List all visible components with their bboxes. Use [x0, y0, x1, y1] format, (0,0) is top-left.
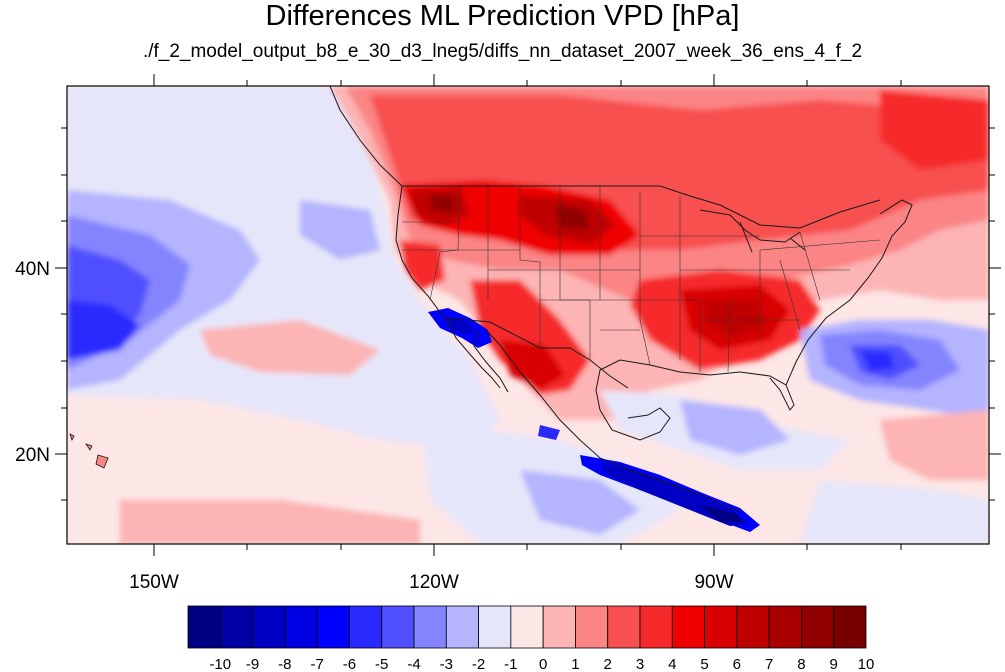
colorbar-label: -5	[375, 656, 388, 672]
colorbar-swatch	[575, 605, 609, 649]
us-east-coast	[785, 199, 913, 386]
colorbar: -10 -9 -8 -7 -6 -5 -4 -3 -2 -1 0 1 2 3 4 5 6 7 8 9 10	[187, 605, 875, 672]
lon-tick-label: 120W	[409, 572, 459, 593]
colorbar-swatch	[252, 605, 286, 649]
colorbar-label: -9	[246, 656, 259, 672]
colorbar-swatch	[381, 605, 415, 649]
colorbar-label: 7	[765, 656, 773, 672]
lon-tick-label: 90W	[694, 572, 733, 593]
colorbar-swatch	[736, 605, 770, 649]
colorbar-swatch	[768, 605, 802, 649]
us-canada-border	[402, 185, 881, 229]
colorbar-swatch	[349, 605, 383, 649]
lat-tick-label: 40N	[15, 259, 50, 280]
map-subtitle: ./f_2_model_output_b8_e_30_d3_lneg5/diff…	[142, 41, 863, 62]
colorbar-label: 6	[733, 656, 741, 672]
colorbar-swatch	[445, 605, 479, 649]
colorbar-swatch	[542, 605, 576, 649]
coastal-cool-streaks	[428, 308, 760, 532]
plot-frame	[66, 85, 990, 545]
axis-ticks	[55, 74, 1001, 556]
colorbar-swatch	[478, 605, 512, 649]
state-boundaries	[402, 185, 881, 373]
colorbar-label: -8	[278, 656, 291, 672]
coastlines-borders	[329, 86, 913, 513]
us-mexico-border	[445, 317, 629, 389]
colorbar-label: 4	[668, 656, 676, 672]
colorbar-swatch	[187, 605, 221, 649]
colorbar-label: 10	[858, 656, 875, 672]
colorbar-label: -6	[343, 656, 356, 672]
colorbar-label: 1	[571, 656, 579, 672]
colorbar-swatch	[639, 605, 673, 649]
colorbar-swatch	[833, 605, 867, 649]
colorbar-swatch	[704, 605, 738, 649]
colorbar-label: -10	[209, 656, 231, 672]
colorbar-swatch	[801, 605, 835, 649]
mexico-west-coast	[485, 329, 741, 513]
colorbar-label: -2	[472, 656, 485, 672]
us-west-coast	[395, 185, 447, 319]
colorbar-swatch	[510, 605, 544, 649]
colorbar-label: 9	[830, 656, 838, 672]
map-field	[67, 86, 989, 544]
colorbar-label: 8	[797, 656, 805, 672]
colorbar-label: 5	[700, 656, 708, 672]
canada-coast	[329, 86, 403, 187]
lon-tick-label: 150W	[129, 572, 179, 593]
colorbar-label: -7	[310, 656, 323, 672]
pacific-cool-region	[67, 86, 500, 450]
colorbar-swatch	[413, 605, 447, 649]
colorbar-label: -1	[504, 656, 517, 672]
baja-peninsula	[445, 317, 509, 393]
colorbar-swatch	[671, 605, 705, 649]
map-title: Differences ML Prediction VPD [hPa]	[265, 0, 740, 32]
yucatan	[599, 407, 671, 441]
colorbar-label: 0	[539, 656, 547, 672]
colorbar-label: 2	[604, 656, 612, 672]
gulf-coast	[595, 359, 795, 411]
colorbar-swatch	[316, 605, 350, 649]
hawaii-islands	[69, 433, 109, 469]
colorbar-label: -4	[407, 656, 420, 672]
colorbar-swatch	[284, 605, 318, 649]
great-lakes	[699, 209, 806, 253]
colorbar-label: 3	[636, 656, 644, 672]
colorbar-label: -3	[440, 656, 453, 672]
colorbar-swatch	[607, 605, 641, 649]
lat-tick-label: 20N	[15, 445, 50, 466]
colorbar-swatch	[219, 605, 253, 649]
